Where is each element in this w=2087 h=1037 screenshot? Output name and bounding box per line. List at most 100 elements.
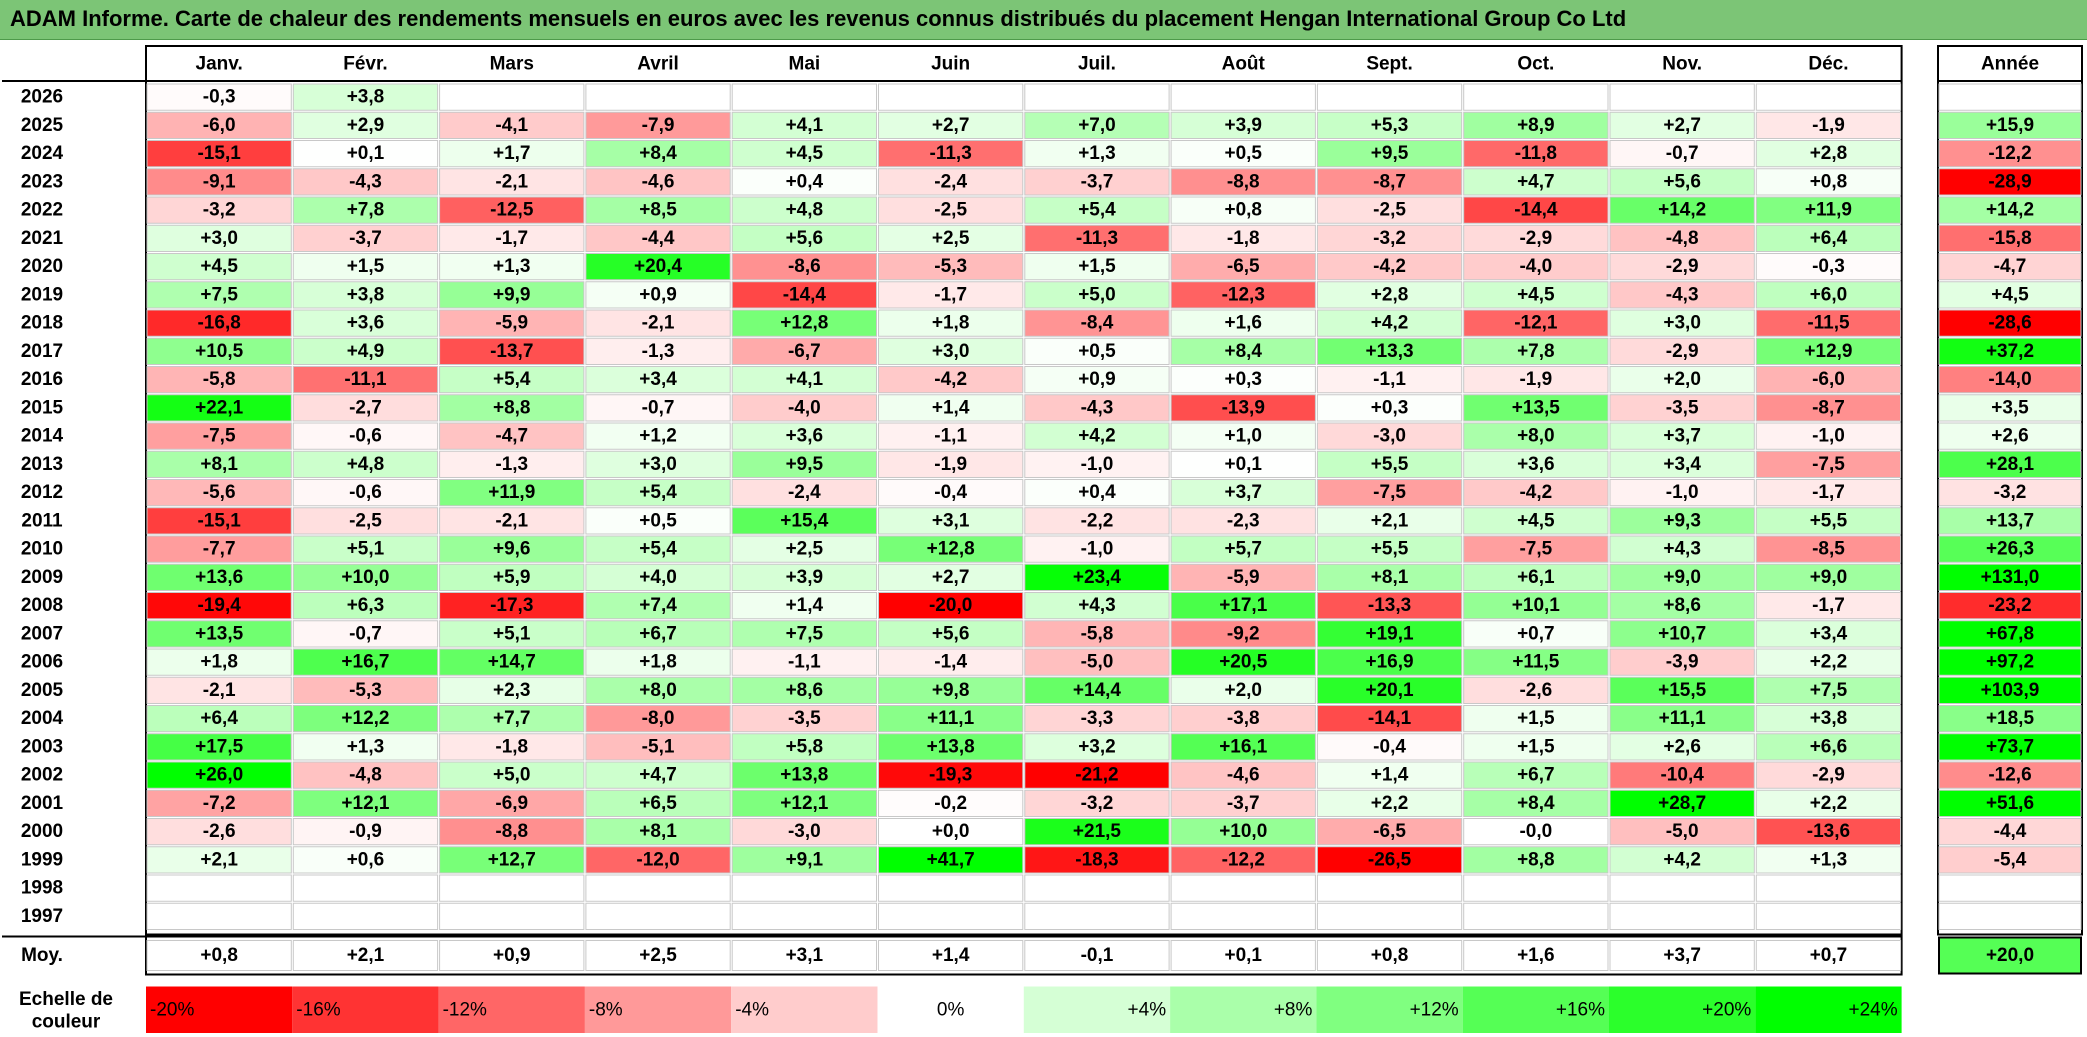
cell-value: +11,1 — [1659, 708, 1706, 729]
cell-value: +2,5 — [786, 539, 824, 560]
heatmap-cell — [1609, 422, 1755, 450]
year-label: 1999 — [21, 849, 63, 870]
year-label: 2026 — [21, 87, 63, 108]
heatmap-cell — [292, 563, 439, 591]
cell-value: -0,6 — [349, 426, 382, 447]
heatmap-cell — [1463, 507, 1609, 535]
heatmap-cell — [1170, 902, 1316, 930]
annual-frame — [1937, 45, 2083, 936]
heatmap-cell — [1463, 83, 1609, 111]
cell-value: -21,2 — [1075, 765, 1118, 786]
scale-swatch — [1023, 986, 1171, 1033]
cell-value: -19,4 — [197, 595, 241, 616]
cell-value: -1,9 — [1812, 115, 1845, 136]
cell-value: +3,7 — [1224, 482, 1262, 503]
heatmap-cell — [1024, 224, 1170, 252]
cell-value: -5,3 — [349, 680, 382, 701]
cell-value: -8,8 — [495, 821, 528, 842]
cell-value: +3,0 — [200, 228, 238, 249]
cell-value: -18,3 — [1075, 849, 1118, 870]
cell-value: -1,3 — [642, 341, 675, 362]
annual-value: +2,6 — [1991, 426, 2029, 447]
year-label: 2005 — [21, 680, 64, 701]
cell-value: +2,8 — [1810, 143, 1848, 164]
cell-value: +12,9 — [1804, 341, 1852, 362]
annual-cell — [1938, 874, 2082, 902]
annual-cell — [1938, 563, 2082, 591]
heatmap-cell — [1170, 450, 1316, 478]
cell-value: +8,1 — [639, 821, 677, 842]
cell-value: +20,5 — [1219, 652, 1268, 673]
cell-value: +13,5 — [1512, 397, 1561, 418]
heatmap-cell — [1316, 450, 1463, 478]
annual-value: +73,7 — [1986, 736, 2034, 757]
heatmap-cell — [585, 83, 731, 111]
cell-value: +1,4 — [1371, 765, 1409, 786]
cell-value: +6,5 — [639, 793, 677, 814]
year-label: 2019 — [21, 284, 63, 305]
cell-value: -8,7 — [1373, 171, 1406, 192]
cell-value: -12,3 — [1222, 284, 1265, 305]
annual-value: -15,8 — [1988, 228, 2031, 249]
year-label: 1998 — [21, 878, 63, 899]
cell-value: -4,6 — [1227, 765, 1260, 786]
heatmap-cell — [292, 705, 439, 733]
heatmap-cell — [146, 874, 292, 902]
heatmap-cell — [1316, 253, 1463, 281]
cell-value: -5,3 — [934, 256, 967, 277]
cell-value: -2,6 — [1519, 680, 1552, 701]
annual-cell — [1938, 592, 2082, 620]
heatmap-cell — [1024, 507, 1170, 535]
heatmap-cell — [1609, 676, 1755, 704]
heatmap-cell — [1024, 309, 1170, 337]
year-label: 2006 — [21, 652, 63, 673]
cell-value: -1,3 — [495, 454, 528, 475]
heatmap-cell — [1316, 422, 1463, 450]
cell-value: +3,6 — [1517, 454, 1555, 475]
heatmap-cell — [146, 620, 292, 648]
heatmap-cell — [1463, 422, 1609, 450]
cell-value: +3,0 — [932, 341, 970, 362]
heatmap-cell — [585, 733, 731, 761]
cell-value: -1,9 — [934, 454, 967, 475]
annual-cell — [1938, 789, 2082, 817]
heatmap-cell — [878, 676, 1024, 704]
scale-value: -4% — [735, 999, 769, 1020]
cell-value: -13,7 — [490, 341, 533, 362]
heatmap-cell — [292, 196, 439, 224]
heatmap-cell — [439, 224, 585, 252]
heatmap-cell — [585, 676, 731, 704]
heatmap-cell — [292, 140, 439, 168]
annual-cell — [1938, 507, 2082, 535]
heatmap-cell — [585, 224, 731, 252]
cell-value: -14,1 — [1368, 708, 1412, 729]
cell-value: -4,8 — [349, 765, 382, 786]
average-cell — [1170, 940, 1316, 971]
cell-value: +1,3 — [1078, 143, 1116, 164]
cell-value: -3,7 — [1227, 793, 1260, 814]
cell-value: +15,4 — [780, 510, 829, 531]
heatmap-cell — [878, 789, 1024, 817]
heatmap-cell — [1024, 846, 1170, 874]
heatmap-cell — [1170, 196, 1316, 224]
heatmap-cell — [1755, 676, 1902, 704]
month-header: Déc. — [1808, 54, 1848, 75]
annual-value: +67,8 — [1986, 623, 2034, 644]
heatmap-cell — [878, 563, 1024, 591]
cell-value: +10,0 — [1219, 821, 1267, 842]
annual-value: -28,6 — [1988, 313, 2031, 334]
heatmap-cell — [1755, 648, 1902, 676]
average-value: +0,1 — [1224, 945, 1262, 966]
heatmap-cell — [1755, 224, 1902, 252]
heatmap-cell — [1170, 479, 1316, 507]
cell-value: +6,7 — [639, 623, 677, 644]
heatmap-cell — [1609, 366, 1755, 394]
cell-value: +1,5 — [1078, 256, 1116, 277]
cell-value: +14,2 — [1658, 200, 1706, 221]
cell-value: -12,5 — [490, 200, 534, 221]
cell-value: +26,0 — [195, 765, 243, 786]
heatmap-cell — [1463, 733, 1609, 761]
heatmap-cell — [439, 281, 585, 309]
heatmap-cell — [1170, 818, 1316, 846]
month-header: Août — [1222, 54, 1266, 75]
